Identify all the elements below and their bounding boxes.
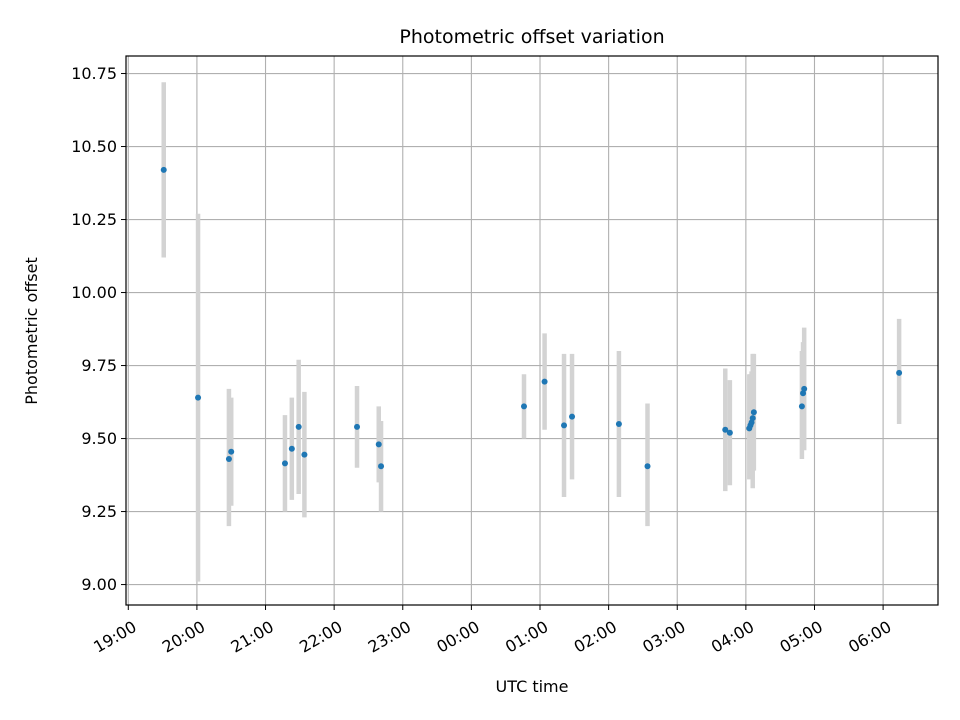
data-point [801, 385, 808, 392]
y-axis-title: Photometric offset [22, 257, 41, 405]
data-point [281, 460, 288, 467]
data-point [520, 403, 527, 410]
data-point [644, 463, 651, 470]
plot-frame [125, 55, 939, 606]
data-point [301, 451, 308, 458]
data-point [160, 166, 167, 173]
y-tick-label: 9.50 [81, 429, 117, 448]
data-point [195, 394, 202, 401]
data-point [225, 455, 232, 462]
data-point [541, 378, 548, 385]
data-point [354, 423, 361, 430]
chart-title: Photometric offset variation [399, 26, 664, 48]
plot-area [126, 56, 938, 605]
data-point [378, 463, 385, 470]
data-points [160, 166, 903, 470]
data-point [569, 413, 576, 420]
data-point [750, 409, 757, 416]
grid [126, 56, 938, 605]
data-point [896, 369, 903, 376]
y-tick-label: 9.00 [81, 575, 117, 594]
data-point [228, 448, 235, 455]
data-point [798, 403, 805, 410]
y-tick-label: 10.75 [71, 64, 117, 83]
data-point [295, 423, 302, 430]
data-point [722, 426, 729, 433]
data-point [288, 445, 295, 452]
data-point [726, 429, 733, 436]
y-tick-label: 9.75 [81, 356, 117, 375]
data-point [615, 420, 622, 427]
data-point [561, 422, 568, 429]
y-tick-label: 10.25 [71, 210, 117, 229]
data-point [749, 415, 756, 422]
y-tick-label: 9.25 [81, 502, 117, 521]
data-point [375, 441, 382, 448]
y-axis: 9.00 9.25 9.50 9.75 10.00 10.25 10.50 10.75 [71, 64, 126, 594]
x-axis-title: UTC time [496, 677, 569, 696]
y-tick-label: 10.50 [71, 137, 117, 156]
y-tick-label: 10.00 [71, 283, 117, 302]
